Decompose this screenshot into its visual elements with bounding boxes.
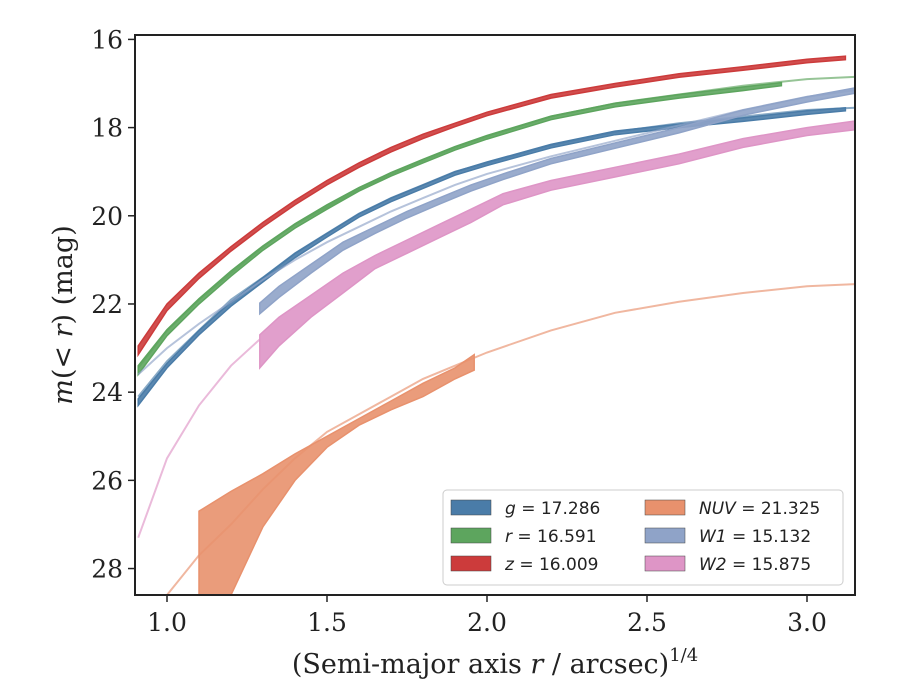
legend-label-value: = 17.286 [516,499,601,519]
x-axis-label-var: r [530,649,545,680]
series-w2-band [259,120,855,370]
legend-swatch [644,499,686,516]
legend-label-value: = 16.591 [512,527,597,547]
legend-entry-g: g = 17.286 [450,499,600,519]
legend-label-var: z [504,555,515,575]
legend-swatch [450,527,492,544]
y-tick-label: 28 [91,555,123,584]
legend-label: z = 16.009 [504,555,598,575]
series-z-band [137,55,847,358]
y-tick-label: 18 [91,114,123,143]
y-tick-label: 16 [91,25,123,54]
plot-frame [134,34,856,596]
series-w1-model-line [137,89,855,376]
x-axis-label: (Semi-major axis r / arcsec)1/4 [292,645,698,680]
y-tick-label: 24 [91,378,123,407]
y-axis-label-m: m [48,379,79,405]
series-nuv [166,283,855,595]
legend-label: r = 16.591 [505,527,597,547]
x-axis-label-suffix: / arcsec) [543,649,669,680]
legend-swatch [644,527,686,544]
series-r-band [137,81,783,377]
series-w1-band [259,87,855,316]
legend-label: g = 17.286 [505,499,600,519]
y-tick-label: 26 [91,466,123,495]
series-w1 [137,87,855,376]
y-axis-label: m(< r) (mag) [48,225,79,404]
legend-swatch [450,555,492,572]
legend-entry-w1: W1 = 15.132 [644,527,811,547]
legend-label-var: g [505,499,516,519]
y-axis-label-close: ) [48,314,79,325]
y-tick-label: 20 [91,202,123,231]
legend-swatch [450,499,492,516]
legend-label-value: = 16.009 [514,555,599,575]
y-axis-label-unit: (mag) [48,225,79,314]
y-axis-label-r: r [48,322,79,337]
series-g-band [137,106,847,408]
series-z [137,55,847,358]
legend-label-var: W2 [699,555,727,575]
series-w2-model-line [137,338,261,539]
series-nuv-band [198,353,475,595]
x-axis-label-exponent: 1/4 [669,645,698,666]
legend-label-var: W1 [699,527,727,547]
legend-label: W2 = 15.875 [699,555,811,575]
x-tick-label: 3.0 [787,608,827,637]
series-layer [137,55,855,595]
legend-label-value: = 21.325 [736,499,821,519]
x-tick-label: 2.5 [627,608,667,637]
x-axis: 1.0 1.5 2.0 2.5 3.0 [147,595,827,637]
x-axis-label-prefix: (Semi-major axis [292,649,531,680]
y-axis-label-open: (< [48,337,79,379]
legend-entry-w2: W2 = 15.875 [644,555,811,575]
legend-label-value: = 15.132 [727,527,812,547]
legend-label-value: = 15.875 [727,555,812,575]
legend-label-var: r [505,527,513,547]
legend-entry-nuv: NUV = 21.325 [644,499,820,519]
legend-label: W1 = 15.132 [699,527,811,547]
legend-swatch [644,555,686,572]
legend-entry-z: z = 16.009 [450,555,598,575]
series-w2 [137,120,855,539]
y-axis: 16 18 20 22 24 26 28 [91,25,135,584]
x-tick-label: 2.0 [467,608,507,637]
x-tick-label: 1.0 [147,608,187,637]
legend-label: NUV = 21.325 [699,499,820,519]
y-tick-label: 22 [91,290,123,319]
series-r [137,75,855,377]
x-tick-label: 1.5 [307,608,347,637]
legend-entry-r: r = 16.591 [450,527,597,547]
legend-label-var: NUV [699,499,737,519]
legend-frame [442,489,844,586]
